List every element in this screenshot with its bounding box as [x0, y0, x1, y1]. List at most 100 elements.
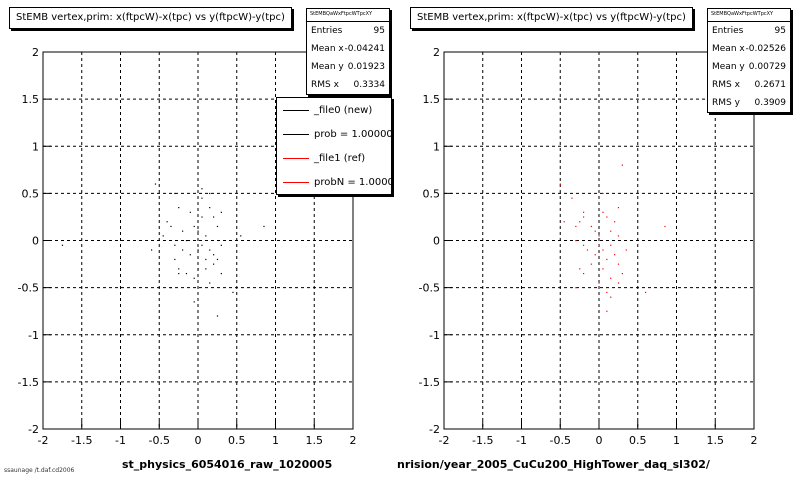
- stats-label: Entries: [311, 26, 343, 36]
- data-point: [575, 225, 577, 228]
- data-point: [583, 272, 585, 275]
- data-point: [185, 272, 188, 275]
- data-point: [151, 249, 153, 251]
- data-point: [617, 282, 620, 284]
- data-point: [232, 291, 234, 294]
- y-tick-label: -0.5: [18, 282, 39, 295]
- data-point: [583, 216, 585, 218]
- y-tick-label: 0.5: [423, 187, 441, 200]
- left-stats-row-entries: Entries 95: [307, 22, 389, 40]
- x-tick-label: 2: [751, 434, 758, 447]
- data-point: [614, 221, 616, 223]
- right-stats-box: StEMBQaWxFtpcWTpcXY Entries 95 Mean x -0…: [707, 8, 791, 113]
- stats-label: Entries: [712, 26, 744, 36]
- stats-label: Mean x: [311, 44, 344, 54]
- data-point: [170, 225, 172, 228]
- left-panel-title: StEMB vertex,prim: x(ftpcW)-x(tpc) vs y(…: [9, 7, 292, 29]
- data-point: [645, 291, 647, 294]
- data-point: [575, 287, 577, 289]
- data-point: [586, 249, 589, 251]
- legend-item-prob: prob = 1.000000: [277, 122, 391, 146]
- legend-item-file1: _file1 (ref): [277, 146, 391, 170]
- y-tick-label: -1: [28, 329, 39, 342]
- stats-value: 95: [373, 26, 385, 36]
- data-point: [213, 216, 215, 218]
- right-x-axis-label: nrision/year_2005_CuCu200_HighTower_daq_…: [397, 458, 710, 471]
- data-point: [583, 244, 585, 246]
- legend-item-file0: _file0 (new): [277, 98, 391, 122]
- y-tick-label: 0: [32, 235, 39, 248]
- data-point: [174, 244, 176, 246]
- x-tick-label: -1.5: [71, 434, 92, 447]
- data-point: [189, 254, 191, 256]
- y-tick-label: 0: [433, 235, 440, 248]
- y-tick-label: -0.5: [419, 282, 440, 295]
- x-tick-label: -2: [38, 434, 49, 447]
- y-tick-label: -1.5: [18, 376, 39, 389]
- left-legend-box: _file0 (new) prob = 1.000000 _file1 (ref…: [276, 97, 392, 195]
- data-point: [610, 277, 612, 279]
- data-point: [563, 221, 565, 223]
- data-point: [201, 244, 203, 246]
- right-stats-row-rms-x: RMS x 0.2671: [708, 76, 790, 94]
- stats-value: -0.02526: [745, 44, 786, 54]
- x-tick-label: -2: [439, 434, 450, 447]
- legend-line-black: [283, 109, 309, 111]
- legend-label: _file0 (new): [314, 104, 373, 116]
- data-point: [590, 225, 592, 228]
- data-point: [205, 268, 207, 270]
- data-point: [197, 230, 199, 232]
- data-point: [602, 211, 604, 213]
- data-point: [571, 197, 573, 199]
- data-point: [610, 230, 612, 232]
- data-point: [205, 235, 207, 237]
- stats-value: 0.3909: [754, 98, 787, 108]
- data-point: [197, 249, 199, 251]
- data-point: [621, 164, 623, 166]
- data-point: [625, 249, 627, 251]
- x-tick-label: 1: [673, 434, 680, 447]
- data-point: [166, 221, 168, 223]
- data-point: [213, 254, 215, 256]
- x-tick-label: 2: [350, 434, 357, 447]
- data-point: [579, 221, 581, 223]
- y-tick-label: 0.5: [22, 187, 40, 200]
- x-tick-label: 1.5: [306, 434, 324, 447]
- y-tick-label: 2: [32, 46, 39, 59]
- right-stats-row-rms-y: RMS y 0.3909: [708, 94, 790, 112]
- data-point: [598, 244, 600, 246]
- data-point: [174, 258, 176, 261]
- y-tick-label: 2: [433, 46, 440, 59]
- data-point: [602, 249, 604, 251]
- data-point: [606, 258, 608, 261]
- legend-label: prob = 1.000000: [314, 128, 392, 140]
- y-tick-label: 1: [32, 140, 39, 153]
- stats-value: 0.01923: [347, 62, 385, 72]
- left-stats-row-rms-x: RMS x 0.3334: [307, 76, 389, 94]
- stats-label: Mean x: [712, 44, 745, 54]
- stats-value: 95: [774, 26, 786, 36]
- data-point: [170, 287, 172, 289]
- y-tick-label: -2: [429, 423, 440, 436]
- data-point: [598, 235, 600, 237]
- x-tick-label: 0.5: [629, 434, 647, 447]
- plot-frame: [42, 51, 354, 430]
- data-point: [178, 207, 180, 209]
- right-stats-header: StEMBQaWxFtpcWTpcXY: [708, 9, 790, 22]
- data-point: [263, 225, 265, 228]
- data-point: [594, 230, 596, 232]
- left-stats-row-mean-x: Mean x -0.04241: [307, 40, 389, 58]
- y-tick-label: 1.5: [22, 93, 40, 106]
- y-tick-label: 1: [433, 140, 440, 153]
- stats-value: -0.04241: [344, 44, 385, 54]
- legend-line-black: [283, 133, 309, 135]
- data-point: [205, 258, 207, 261]
- x-tick-label: 1.5: [707, 434, 725, 447]
- plot-frame: [443, 51, 755, 430]
- data-point: [579, 268, 581, 270]
- data-point: [617, 263, 620, 265]
- stats-label: Mean y: [712, 62, 745, 72]
- y-tick-label: -2: [28, 423, 39, 436]
- data-point: [162, 235, 164, 237]
